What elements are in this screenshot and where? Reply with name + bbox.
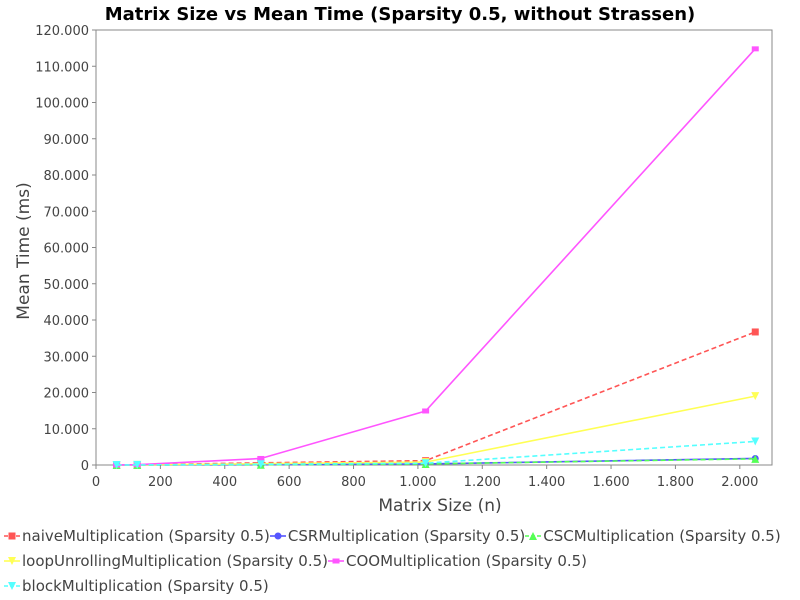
chart-title: Matrix Size vs Mean Time (Sparsity 0.5, … [104,4,696,25]
legend-swatch [4,581,20,590]
x-tick-label: 0 [92,475,100,490]
legend-label: CSRMultiplication (Sparsity 0.5) [287,526,526,545]
legend-item: loopUnrollingMultiplication (Sparsity 0.… [4,548,328,573]
data-point [8,581,16,590]
legend-item: COOMultiplication (Sparsity 0.5) [328,548,587,573]
y-tick-label: 20.000 [44,387,90,402]
data-point [133,460,142,469]
x-tick-label: 800 [341,475,366,490]
data-point [751,437,760,446]
x-tick-label: 2.000 [721,475,758,490]
legend-swatch [269,532,286,539]
y-tick-label: 30.000 [44,350,90,365]
legend-label: blockMultiplication (Sparsity 0.5) [22,576,269,595]
series-5 [112,437,760,469]
y-tick-label: 40.000 [44,314,90,329]
legend-label: loopUnrollingMultiplication (Sparsity 0.… [22,551,329,570]
y-tick-label: 100.000 [35,97,89,112]
data-point [256,460,265,469]
y-tick-label: 60.000 [44,242,90,257]
legend-item: CSRMultiplication (Sparsity 0.5) [269,523,526,548]
legend-item: blockMultiplication (Sparsity 0.5) [4,573,269,598]
y-tick-label: 50.000 [44,278,90,293]
x-tick-label: 200 [148,475,173,490]
legend-label: naiveMultiplication (Sparsity 0.5) [22,526,270,545]
y-tick-label: 80.000 [44,169,90,184]
data-point [8,532,16,539]
y-axis-label: Mean Time (ms) [14,182,34,319]
x-tick-label: 400 [212,475,237,490]
legend-item: naiveMultiplication (Sparsity 0.5) [4,523,270,548]
data-point [257,455,265,461]
chart-plot: 0 200 400 600 800 1.000 1.200 1.400 1.600 1.800 2.… [14,24,773,516]
data-point [8,556,16,565]
data-point [529,531,538,540]
y-tick-label: 10.000 [44,423,90,438]
data-point [274,532,282,539]
data-point [421,459,430,468]
y-tick-label: 0 [81,459,89,474]
data-point [751,46,759,52]
y-tick-label: 70.000 [44,205,90,220]
x-tick-label: 600 [277,475,302,490]
legend-label: CSCMultiplication (Sparsity 0.5) [543,526,781,545]
legend-item: CSCMultiplication (Sparsity 0.5) [525,523,781,548]
data-point [751,392,760,401]
x-tick-label: 1.400 [528,475,565,490]
x-axis-label: Matrix Size (n) [378,496,501,516]
y-tick-label: 120.000 [35,24,89,39]
legend-swatch [4,532,20,539]
legend-swatch [328,558,345,563]
y-tick-label: 90.000 [44,133,90,148]
plot-area [95,29,773,466]
x-tick-label: 1.000 [399,475,436,490]
data-point [112,460,121,469]
x-tick-label: 1.600 [592,475,629,490]
y-tick-label: 110.000 [35,60,89,75]
data-point [422,408,430,414]
legend-swatch [4,556,20,565]
legend-label: COOMultiplication (Sparsity 0.5) [346,551,588,570]
chart-legend: naiveMultiplication (Sparsity 0.5) CSRMul… [4,523,794,598]
data-point [751,454,760,463]
x-tick-label: 1.200 [464,475,501,490]
legend-swatch [525,531,542,540]
data-point [751,328,759,336]
x-tick-label: 1.800 [657,475,694,490]
data-point [332,558,340,563]
